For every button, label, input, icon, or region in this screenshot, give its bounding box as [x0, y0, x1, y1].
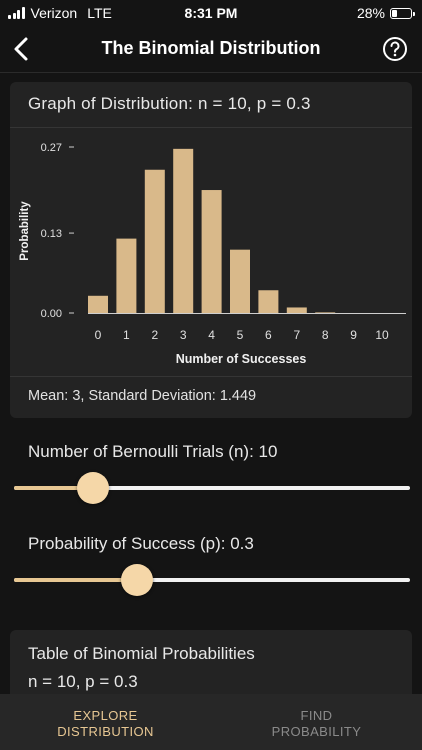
question-circle-icon [383, 37, 407, 61]
battery-percent: 28% [356, 5, 385, 21]
y-axis-title: Probability [19, 201, 31, 261]
probability-slider[interactable] [14, 564, 410, 596]
tab-label: FIND [300, 708, 333, 723]
x-tick-label: 8 [322, 328, 329, 342]
trials-slider-fill [14, 486, 94, 490]
bar-6 [258, 290, 279, 313]
bar-5 [230, 249, 250, 313]
x-tick-label: 7 [293, 328, 300, 342]
back-button[interactable] [8, 34, 38, 64]
x-tick-label: 5 [237, 328, 244, 342]
tab-label: DISTRIBUTION [57, 724, 154, 739]
probability-slider-fill [14, 578, 137, 582]
bar-1 [116, 238, 137, 313]
x-tick-label: 10 [375, 328, 389, 342]
stats-text: Mean: 3, Standard Deviation: 1.449 [28, 388, 257, 404]
bar-2 [144, 169, 165, 313]
battery-fill [392, 9, 397, 17]
graph-title: Graph of Distribution: n = 10, p = 0.3 [28, 94, 311, 113]
x-tick-label: 4 [208, 328, 215, 342]
y-tick-label: 0.00 [41, 308, 62, 320]
nav-bar: The Binomial Distribution [0, 26, 422, 73]
bar-7 [286, 307, 307, 313]
signal-icon [8, 7, 25, 19]
distribution-chart: 0.00 0.13 0.27 0 1 2 3 4 5 6 7 8 9 10 Number of Succes… [19, 142, 406, 366]
x-tick-label: 0 [95, 328, 102, 342]
tab-explore-distribution[interactable]: EXPLORE DISTRIBUTION [0, 708, 211, 740]
probability-label: Probability of Success (p): 0.3 [28, 534, 254, 553]
x-axis-title: Number of Successes [176, 352, 307, 366]
x-tick-label: 2 [151, 328, 158, 342]
tab-find-probability[interactable]: FIND PROBABILITY [211, 708, 422, 740]
bar-0 [88, 295, 108, 313]
x-tick-label: 9 [350, 328, 357, 342]
page-title: The Binomial Distribution [101, 38, 321, 58]
y-tick-label: 0.27 [41, 142, 62, 154]
divider [10, 127, 412, 128]
y-tick-label: 0.13 [41, 228, 62, 240]
table-title: Table of Binomial Probabilities [28, 644, 255, 663]
status-time: 8:31 PM [184, 5, 238, 21]
probability-slider-thumb[interactable] [120, 564, 153, 596]
bar-8 [315, 312, 336, 313]
trials-slider-thumb[interactable] [77, 472, 110, 504]
trials-slider[interactable] [14, 472, 410, 504]
network-label: LTE [87, 5, 112, 21]
graph-card: Graph of Distribution: n = 10, p = 0.3 0… [10, 82, 412, 418]
tab-label: PROBABILITY [271, 724, 362, 739]
chevron-left-icon [14, 37, 28, 61]
divider [10, 376, 412, 377]
carrier-label: Verizon [30, 5, 78, 21]
battery-icon [390, 7, 415, 19]
x-tick-label: 1 [123, 328, 130, 342]
status-bar: Verizon LTE 8:31 PM 28% [0, 0, 422, 26]
help-button[interactable] [382, 36, 408, 62]
table-params: n = 10, p = 0.3 [28, 672, 138, 691]
trials-label: Number of Bernoulli Trials (n): 10 [28, 442, 278, 461]
x-tick-label: 3 [180, 328, 187, 342]
tab-label: EXPLORE [73, 708, 138, 723]
status-right: 28% [356, 5, 415, 21]
status-left: Verizon LTE [8, 5, 112, 21]
x-tick-label: 6 [265, 328, 272, 342]
tab-bar: EXPLORE DISTRIBUTION FIND PROBABILITY [0, 694, 422, 750]
bar-4 [201, 190, 222, 313]
bar-3 [173, 148, 194, 313]
